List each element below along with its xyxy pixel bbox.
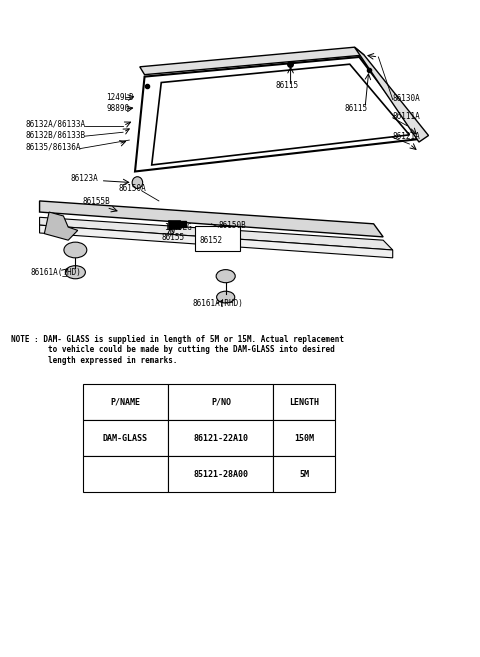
Polygon shape [44, 212, 78, 240]
Text: DAM-GLASS: DAM-GLASS [103, 434, 148, 443]
Text: 1249LD: 1249LD [107, 93, 134, 102]
Text: 86130A: 86130A [393, 94, 420, 103]
Text: 86115: 86115 [345, 104, 368, 112]
Ellipse shape [216, 291, 235, 303]
FancyBboxPatch shape [195, 227, 240, 251]
Text: 86135/86136A: 86135/86136A [25, 143, 81, 152]
Text: NOTE : DAM- GLASS is supplied in length of 5M or 15M. Actual replacement
       : NOTE : DAM- GLASS is supplied in length … [11, 335, 344, 365]
Text: P/NO: P/NO [211, 397, 231, 407]
Ellipse shape [64, 242, 87, 258]
Text: 5M: 5M [300, 470, 310, 478]
FancyBboxPatch shape [168, 384, 274, 420]
Polygon shape [140, 47, 364, 75]
Text: 86161A(_HD): 86161A(_HD) [30, 267, 81, 276]
Text: LENGTH: LENGTH [289, 397, 319, 407]
Text: 98890: 98890 [107, 104, 130, 113]
Text: 86155: 86155 [161, 233, 184, 242]
Bar [168, 220, 180, 229]
Text: 150M: 150M [294, 434, 314, 443]
FancyBboxPatch shape [83, 456, 168, 492]
Text: 86115: 86115 [276, 81, 299, 91]
Ellipse shape [65, 265, 85, 279]
Text: 86132B/86133B: 86132B/86133B [25, 131, 85, 139]
Text: 86161A(RHD): 86161A(RHD) [192, 298, 243, 307]
FancyBboxPatch shape [274, 420, 336, 456]
Text: 1249LG: 1249LG [164, 223, 192, 233]
FancyBboxPatch shape [168, 456, 274, 492]
Polygon shape [39, 201, 383, 237]
Text: 86150A: 86150A [118, 184, 146, 193]
Ellipse shape [132, 177, 143, 189]
Text: 86123A: 86123A [71, 173, 98, 183]
Polygon shape [39, 225, 393, 258]
FancyBboxPatch shape [274, 456, 336, 492]
Ellipse shape [216, 269, 235, 283]
FancyBboxPatch shape [274, 384, 336, 420]
Text: 86150B: 86150B [218, 221, 246, 231]
Text: 85121-28A00: 85121-28A00 [193, 470, 249, 478]
Text: 86155B: 86155B [83, 197, 110, 206]
FancyBboxPatch shape [83, 420, 168, 456]
Polygon shape [355, 47, 429, 142]
Text: 86121A: 86121A [393, 132, 420, 141]
FancyBboxPatch shape [168, 420, 274, 456]
Text: 86121-22A10: 86121-22A10 [193, 434, 249, 443]
Text: 86152: 86152 [199, 237, 223, 246]
Text: 86111A: 86111A [393, 112, 420, 121]
FancyBboxPatch shape [83, 384, 168, 420]
Text: 86132A/86133A: 86132A/86133A [25, 120, 85, 129]
Text: P/NAME: P/NAME [110, 397, 141, 407]
Polygon shape [39, 217, 393, 250]
